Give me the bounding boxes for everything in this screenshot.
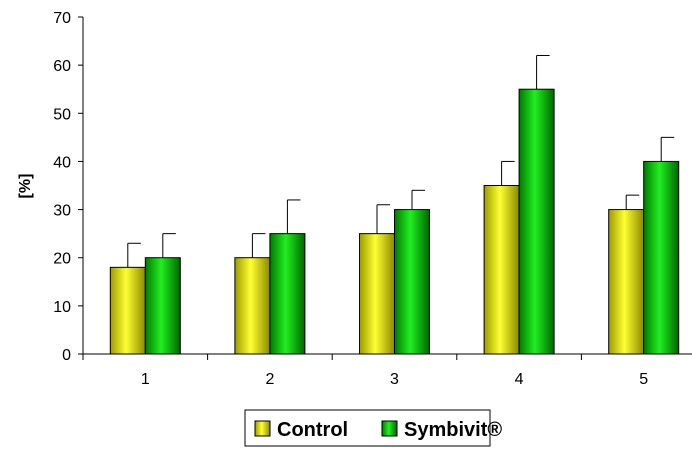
y-axis-title: [%]	[17, 174, 34, 199]
legend-swatch-0	[254, 420, 271, 437]
y-tick-label: 30	[53, 203, 71, 220]
legend-label-1: Symbivit®	[404, 419, 502, 441]
y-axis: 0 10 20 30 40 50 60 70	[53, 10, 84, 364]
x-tick-label: 3	[390, 371, 399, 388]
y-tick-label: 20	[53, 251, 71, 268]
bar-control-4	[483, 185, 520, 355]
bars	[109, 88, 680, 355]
error-bars	[127, 55, 675, 268]
y-tick-label: 40	[53, 154, 71, 171]
bar-symbivit-4	[518, 88, 555, 355]
bar-symbivit-3	[394, 209, 430, 355]
legend: Control Symbivit®	[244, 409, 502, 447]
bar-control-2	[234, 257, 271, 355]
bar-control-3	[359, 233, 395, 355]
y-tick-label: 10	[53, 299, 71, 316]
legend-swatch-1	[381, 420, 398, 437]
bar-symbivit-2	[269, 233, 306, 355]
bar-control-1	[109, 266, 146, 355]
y-tick-label: 0	[62, 347, 71, 364]
bar-symbivit-5	[643, 160, 680, 355]
y-tick-label: 60	[53, 58, 71, 75]
x-tick-label: 2	[265, 371, 274, 388]
x-ticks: 1 2 3 4 5	[82, 354, 648, 388]
x-tick-label: 4	[515, 371, 524, 388]
bar-control-5	[608, 209, 645, 355]
legend-label-0: Control	[277, 419, 348, 441]
x-tick-label: 5	[639, 371, 648, 388]
y-ticks: 0 10 20 30 40 50 60 70	[53, 10, 83, 364]
x-tick-label: 1	[141, 371, 150, 388]
legend-box	[244, 409, 491, 447]
y-tick-label: 50	[53, 106, 71, 123]
bar-symbivit-1	[144, 257, 181, 355]
y-tick-label: 70	[53, 10, 71, 27]
x-axis: 1 2 3 4 5	[82, 353, 692, 388]
